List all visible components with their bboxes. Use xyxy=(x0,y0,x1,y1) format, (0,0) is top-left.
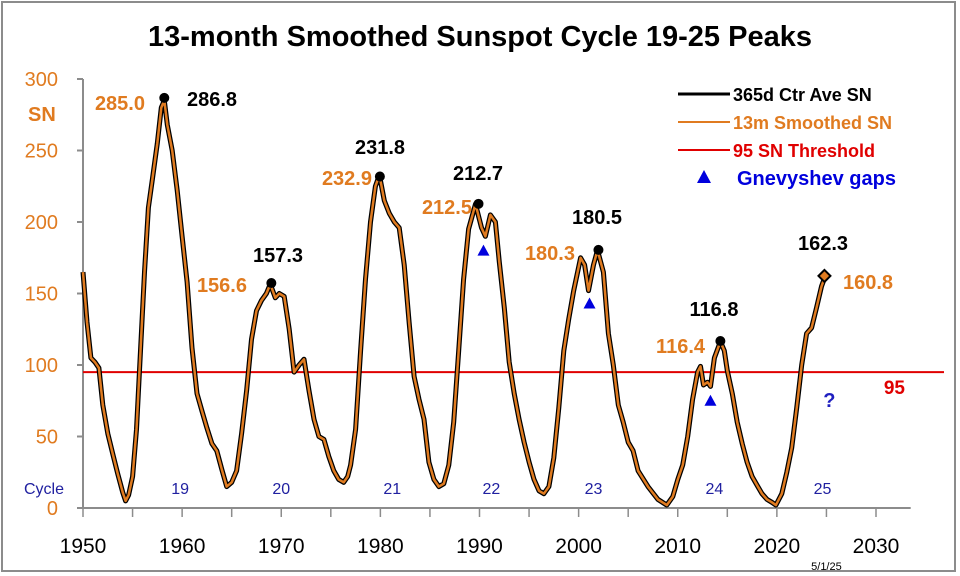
cycle-number-label: 20 xyxy=(272,481,290,498)
y-tick-label: 50 xyxy=(36,427,58,449)
chart-title: 13-month Smoothed Sunspot Cycle 19-25 Pe… xyxy=(148,21,812,53)
y-axis-label: SN xyxy=(28,104,56,126)
peak-ctr-label: 212.7 xyxy=(453,163,503,185)
peak-smoothed-label: 285.0 xyxy=(95,93,145,115)
legend-label: 365d Ctr Ave SN xyxy=(733,85,872,105)
cycle-row-label: Cycle xyxy=(24,481,64,498)
peak-ctr-label: 157.3 xyxy=(253,245,303,267)
peak-smoothed-label: 232.9 xyxy=(322,168,372,190)
y-tick-label: 200 xyxy=(25,212,58,234)
peak-smoothed-label: 116.4 xyxy=(656,336,706,358)
x-tick-label: 2000 xyxy=(555,535,602,558)
smoothed-sn-line xyxy=(81,99,826,507)
peak-smoothed-label: 160.8 xyxy=(843,272,893,294)
cycle-number-label: 21 xyxy=(383,481,401,498)
legend-label: Gnevyshev gaps xyxy=(737,168,896,190)
x-tick-label: 2030 xyxy=(853,535,900,558)
y-tick-label: 300 xyxy=(25,69,58,91)
x-tick-label: 1950 xyxy=(60,535,107,558)
peak-marker xyxy=(266,278,277,289)
x-tick-label: 2010 xyxy=(654,535,701,558)
peak-ctr-label: 116.8 xyxy=(690,299,739,321)
legend: 365d Ctr Ave SN 13m Smoothed SN 95 SN Thre… xyxy=(678,85,896,190)
gnevyshev-gap-marker xyxy=(477,244,490,256)
peak-marker xyxy=(593,244,604,255)
y-tick-label: 250 xyxy=(25,141,58,163)
peak-smoothed-label: 180.3 xyxy=(525,243,575,265)
x-tick-label: 2020 xyxy=(754,535,801,558)
legend-label: 13m Smoothed SN xyxy=(733,113,892,133)
gnevyshev-gap-marker xyxy=(704,394,717,406)
peak-ctr-label: 180.5 xyxy=(572,207,622,229)
peak-marker xyxy=(817,268,832,284)
legend-triangle-icon xyxy=(697,170,711,183)
x-tick-label: 1990 xyxy=(456,535,503,558)
cycle-number-label: 24 xyxy=(706,481,724,498)
peak-marker xyxy=(374,171,385,182)
x-tick-label: 1960 xyxy=(159,535,206,558)
y-tick-label: 0 xyxy=(47,498,58,520)
question-mark-annotation: ? xyxy=(823,390,835,412)
peak-ctr-label: 162.3 xyxy=(798,233,848,255)
cycle-number-label: 25 xyxy=(814,481,832,498)
y-tick-label: 150 xyxy=(25,284,58,306)
legend-label: 95 SN Threshold xyxy=(733,141,875,161)
x-tick-label: 1980 xyxy=(357,535,404,558)
cycle-number-label: 23 xyxy=(585,481,603,498)
cycle-number-label: 19 xyxy=(171,481,189,498)
date-annotation: 5/1/25 xyxy=(811,561,842,573)
x-tick-label: 1970 xyxy=(258,535,305,558)
cycle-number-label: 22 xyxy=(482,481,500,498)
peak-smoothed-label: 156.6 xyxy=(197,275,247,297)
peak-ctr-label: 231.8 xyxy=(355,137,405,159)
threshold-label: 95 xyxy=(884,378,906,399)
peak-marker xyxy=(159,92,170,103)
peak-marker xyxy=(715,335,726,346)
peak-smoothed-label: 212.5 xyxy=(422,197,472,219)
peak-ctr-label: 286.8 xyxy=(187,89,237,111)
peak-marker xyxy=(473,198,484,209)
gnevyshev-gap-marker xyxy=(583,297,596,309)
y-tick-label: 100 xyxy=(25,355,58,377)
